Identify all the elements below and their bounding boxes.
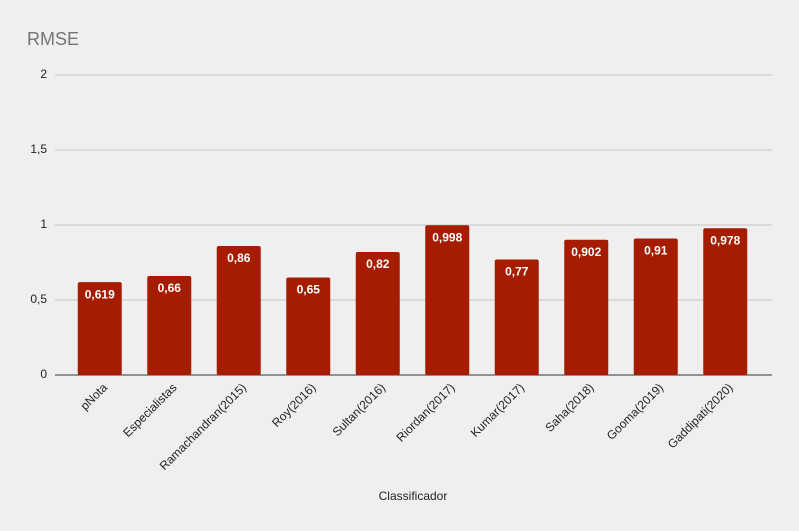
value-label: 0,978 — [710, 233, 740, 247]
value-label: 0,82 — [366, 257, 390, 271]
y-tick-label: 0,5 — [30, 292, 47, 306]
value-label: 0,902 — [571, 245, 601, 259]
chart-title: RMSE — [27, 29, 79, 49]
y-tick-label: 0 — [40, 367, 47, 381]
value-label: 0,619 — [85, 287, 115, 301]
value-label: 0,65 — [297, 283, 321, 297]
value-label: 0,86 — [227, 251, 251, 265]
value-label: 0,66 — [158, 281, 182, 295]
bar — [216, 246, 261, 375]
x-axis-title: Classificador — [379, 489, 448, 503]
bar — [633, 238, 678, 375]
value-label: 0,91 — [644, 244, 668, 258]
y-tick-label: 1 — [40, 217, 47, 231]
value-label: 0,77 — [505, 265, 529, 279]
y-tick-label: 2 — [40, 67, 47, 81]
bar — [494, 259, 539, 375]
bar — [564, 239, 609, 375]
bar — [286, 277, 331, 375]
y-tick-label: 1,5 — [30, 142, 47, 156]
bar — [425, 225, 470, 375]
value-label: 0,998 — [432, 230, 462, 244]
bar — [147, 276, 192, 375]
bar — [355, 252, 400, 375]
bar — [703, 228, 748, 375]
bar — [77, 282, 122, 375]
